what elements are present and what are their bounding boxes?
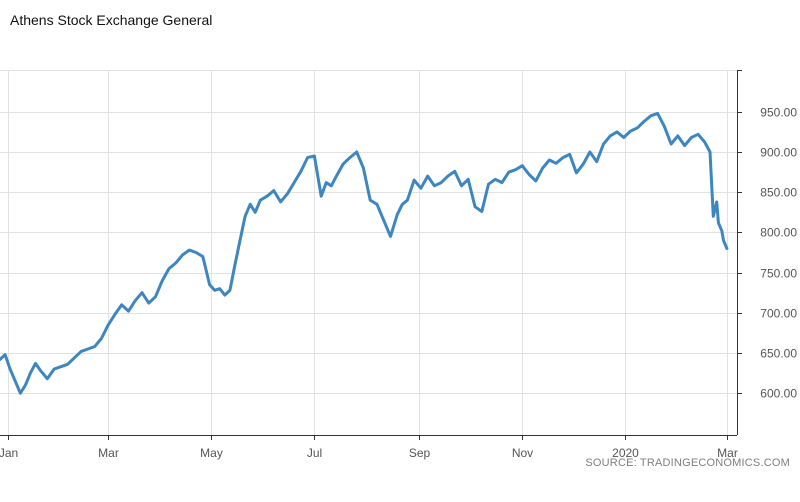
x-tick-label: Jul <box>307 446 322 460</box>
chart-title: Athens Stock Exchange General <box>10 12 213 28</box>
y-tick-label: 950.00 <box>760 106 797 120</box>
x-tick-label: Jan <box>0 446 18 460</box>
y-tick-label: 800.00 <box>760 226 797 240</box>
y-tick-label: 700.00 <box>760 307 797 321</box>
x-tick-label: Mar <box>98 446 119 460</box>
y-tick-label: 750.00 <box>760 267 797 281</box>
tick-labels: Jan Mar May Jul Sep Nov 2020 Mar 600.00 650.00 700… <box>0 106 797 461</box>
series-line <box>0 111 729 395</box>
series-layer <box>0 111 729 395</box>
x-tick-label: 2020 <box>612 446 639 460</box>
x-tick-label: Nov <box>512 446 533 460</box>
y-tick-label: 850.00 <box>760 186 797 200</box>
grid-lines <box>0 70 737 435</box>
source-note: SOURCE: TRADINGECONOMICS.COM <box>585 457 790 469</box>
axes <box>0 70 742 440</box>
x-tick-label: Sep <box>409 446 431 460</box>
y-tick-label: 600.00 <box>760 387 797 401</box>
y-tick-label: 900.00 <box>760 146 797 160</box>
x-tick-label: May <box>200 446 223 460</box>
y-tick-label: 650.00 <box>760 347 797 361</box>
x-tick-label: Mar <box>717 446 738 460</box>
